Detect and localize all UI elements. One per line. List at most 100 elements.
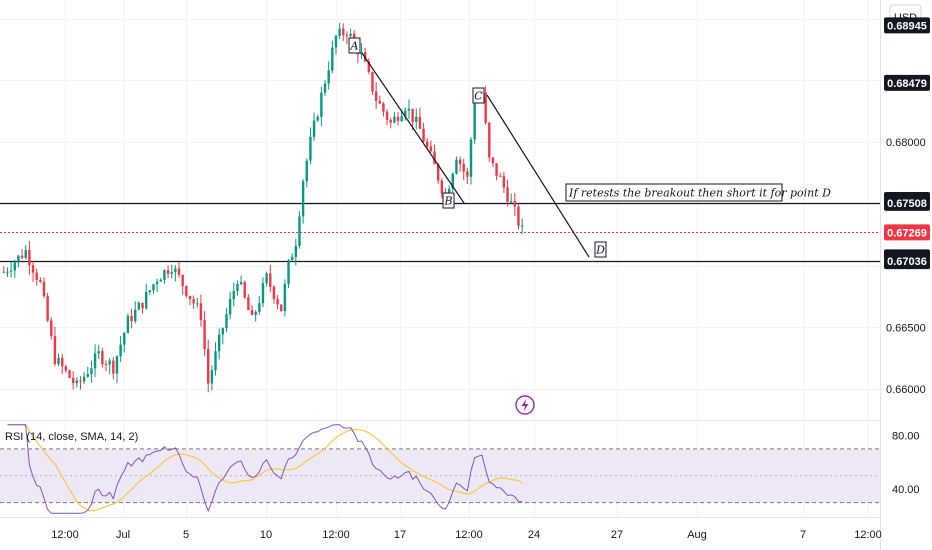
point-label-a[interactable]: A <box>348 37 361 54</box>
rsi-label[interactable]: RSI (14, close, SMA, 14, 2) <box>5 431 138 443</box>
candle <box>174 265 177 282</box>
rsi-line <box>7 424 523 514</box>
candle <box>298 211 301 249</box>
rsi-tick-label: 80.00 <box>892 430 920 442</box>
candle <box>236 280 239 296</box>
trend-line-ab[interactable] <box>361 52 465 204</box>
candle <box>115 355 119 384</box>
lightning-icon[interactable] <box>515 395 535 415</box>
candle <box>290 253 294 261</box>
candle <box>93 344 97 377</box>
candle <box>68 369 71 379</box>
candle <box>210 365 214 391</box>
candle <box>42 277 46 299</box>
candle <box>506 179 509 207</box>
candle <box>159 278 162 282</box>
candle <box>166 265 170 279</box>
candle <box>217 328 221 360</box>
price-tick-label: 0.66000 <box>886 384 926 396</box>
candle <box>53 326 57 367</box>
time-tick-label: 12:00 <box>51 529 79 541</box>
trend-line-cd[interactable] <box>486 94 590 258</box>
candle <box>334 34 338 55</box>
candle <box>331 40 334 74</box>
candle <box>232 282 235 307</box>
candle <box>517 203 520 230</box>
point-label-b[interactable]: B <box>442 192 455 209</box>
candle <box>203 311 206 356</box>
candle <box>440 177 444 199</box>
candle <box>389 117 392 129</box>
svg-text:D: D <box>595 244 605 257</box>
rsi-tick-label: 40.00 <box>892 484 920 496</box>
candle <box>207 339 210 393</box>
candle <box>243 280 246 300</box>
candle <box>75 377 79 388</box>
candle <box>363 47 367 63</box>
candle <box>188 295 192 306</box>
candle <box>276 295 279 310</box>
candle <box>305 158 308 188</box>
candle <box>484 85 487 125</box>
svg-text:0.68479: 0.68479 <box>887 78 927 90</box>
candle <box>502 171 506 193</box>
candle <box>407 99 411 120</box>
candle <box>152 283 155 294</box>
candle <box>272 285 276 304</box>
candle <box>155 278 159 293</box>
price-tag: 0.67508 <box>884 194 930 211</box>
price-tag: 0.67269 <box>884 224 930 241</box>
abcd-pattern[interactable]: A B C D If retests the breakout then sho… <box>348 37 831 258</box>
candle <box>396 111 400 126</box>
candle <box>385 109 389 126</box>
time-tick-label: 5 <box>183 529 189 541</box>
candle <box>46 292 49 323</box>
candle <box>225 307 228 333</box>
candle <box>144 283 148 310</box>
candle <box>177 262 181 278</box>
candle <box>86 366 89 378</box>
candle <box>196 298 199 308</box>
candle <box>247 294 250 311</box>
candle <box>283 279 287 317</box>
candle <box>462 158 465 181</box>
candle <box>35 268 38 286</box>
candle <box>473 96 476 144</box>
candle <box>451 172 454 193</box>
point-label-d[interactable]: D <box>594 241 607 258</box>
price-tag: 0.68479 <box>884 74 930 91</box>
annotation-note[interactable]: If retests the breakout then short it fo… <box>565 183 831 202</box>
candle <box>57 353 60 367</box>
candle <box>469 136 473 185</box>
candle <box>108 357 111 375</box>
time-tick-label: 12:00 <box>322 529 350 541</box>
price-ticks: 0.68000 0.66500 0.66000 <box>886 137 926 396</box>
candle <box>374 81 378 109</box>
candle <box>294 238 298 266</box>
svg-text:C: C <box>474 90 483 103</box>
candle <box>327 61 330 90</box>
candle <box>466 167 469 185</box>
point-label-c[interactable]: C <box>472 87 485 104</box>
candle <box>130 308 133 329</box>
time-axis[interactable]: 12:00 Jul 5 10 12:00 17 12:00 24 27 Aug 7 12:00 <box>0 517 882 542</box>
time-tick-label: 17 <box>394 529 406 541</box>
time-tick-label: Aug <box>687 529 707 541</box>
candle <box>404 107 407 121</box>
horizontal-levels[interactable] <box>0 202 880 263</box>
candle <box>458 156 462 172</box>
candle <box>126 313 130 334</box>
price-tick-label: 0.66500 <box>886 322 926 334</box>
candle <box>28 240 31 275</box>
candle <box>382 101 385 117</box>
svg-text:0.67036: 0.67036 <box>887 256 927 268</box>
candle <box>433 144 436 165</box>
candle <box>265 271 268 287</box>
candle <box>378 95 381 104</box>
candle <box>123 331 126 353</box>
candle <box>50 317 53 340</box>
candle <box>181 274 184 295</box>
candle <box>287 259 290 288</box>
